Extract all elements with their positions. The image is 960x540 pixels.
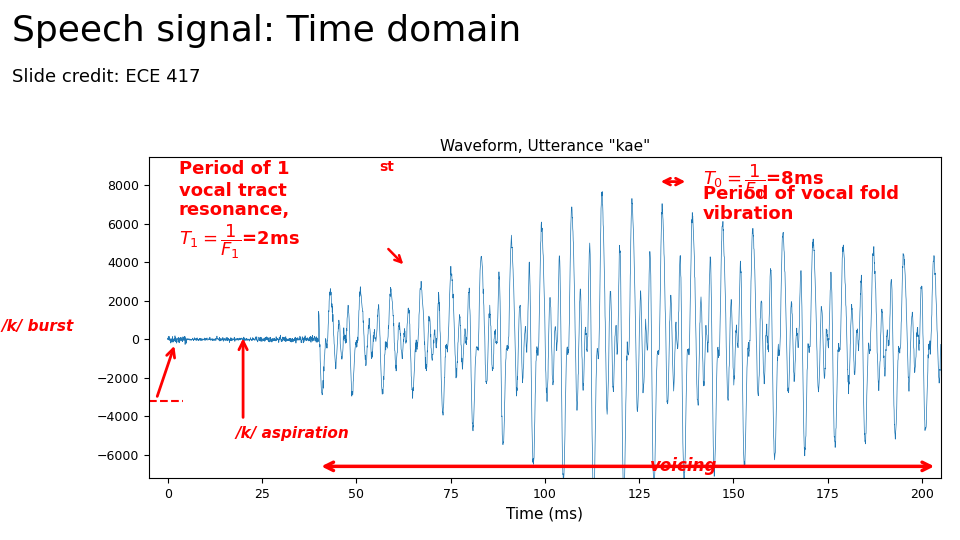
Text: resonance,: resonance, bbox=[179, 201, 290, 219]
Text: $T_1 = \dfrac{1}{F_1}$=2ms: $T_1 = \dfrac{1}{F_1}$=2ms bbox=[179, 222, 300, 261]
Text: vibration: vibration bbox=[703, 205, 795, 222]
Text: vocal tract: vocal tract bbox=[179, 181, 287, 200]
Text: /k/ burst: /k/ burst bbox=[2, 319, 74, 334]
Text: /k/ aspiration: /k/ aspiration bbox=[235, 426, 349, 441]
Text: Period of vocal fold: Period of vocal fold bbox=[703, 185, 900, 204]
Text: Period of 1: Period of 1 bbox=[179, 160, 290, 178]
X-axis label: Time (ms): Time (ms) bbox=[506, 506, 584, 521]
Text: voicing: voicing bbox=[651, 457, 718, 475]
Title: Waveform, Utterance "kae": Waveform, Utterance "kae" bbox=[440, 139, 650, 154]
Text: Slide credit: ECE 417: Slide credit: ECE 417 bbox=[12, 68, 201, 85]
Text: Speech signal: Time domain: Speech signal: Time domain bbox=[12, 14, 521, 48]
Text: st: st bbox=[379, 160, 394, 174]
Text: $T_0 = \dfrac{1}{F_0}$=8ms: $T_0 = \dfrac{1}{F_0}$=8ms bbox=[703, 163, 824, 201]
